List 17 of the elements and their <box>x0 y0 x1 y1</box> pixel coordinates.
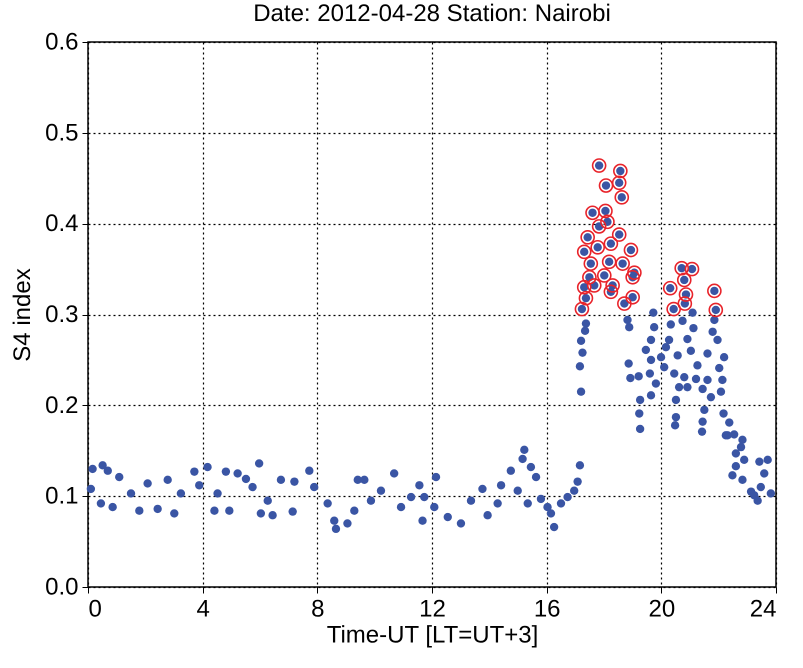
chart-title: Date: 2012-04-28 Station: Nairobi <box>253 0 611 27</box>
y-tick-label: 0.1 <box>45 482 78 510</box>
y-tick-label: 0.0 <box>45 574 78 600</box>
x-tick-label: 0 <box>88 596 102 622</box>
x-tick-label: 8 <box>311 596 325 622</box>
y-tick-label: 0.2 <box>45 392 78 419</box>
x-tick-label: 12 <box>419 596 446 622</box>
y-tick-label: 0.4 <box>45 210 78 238</box>
x-tick-label: 4 <box>196 596 210 622</box>
x-axis-title: Time-UT [LT=UT+3] <box>326 622 538 648</box>
y-tick-label: 0.5 <box>45 119 78 146</box>
y-axis-title: S4 index <box>9 268 36 362</box>
x-tick-label: 16 <box>534 596 561 622</box>
y-tick-label: 0.3 <box>45 301 78 328</box>
y-tick-label: 0.6 <box>45 28 78 56</box>
x-tick-label: 24 <box>750 596 776 622</box>
x-tick-label: 20 <box>648 596 676 622</box>
